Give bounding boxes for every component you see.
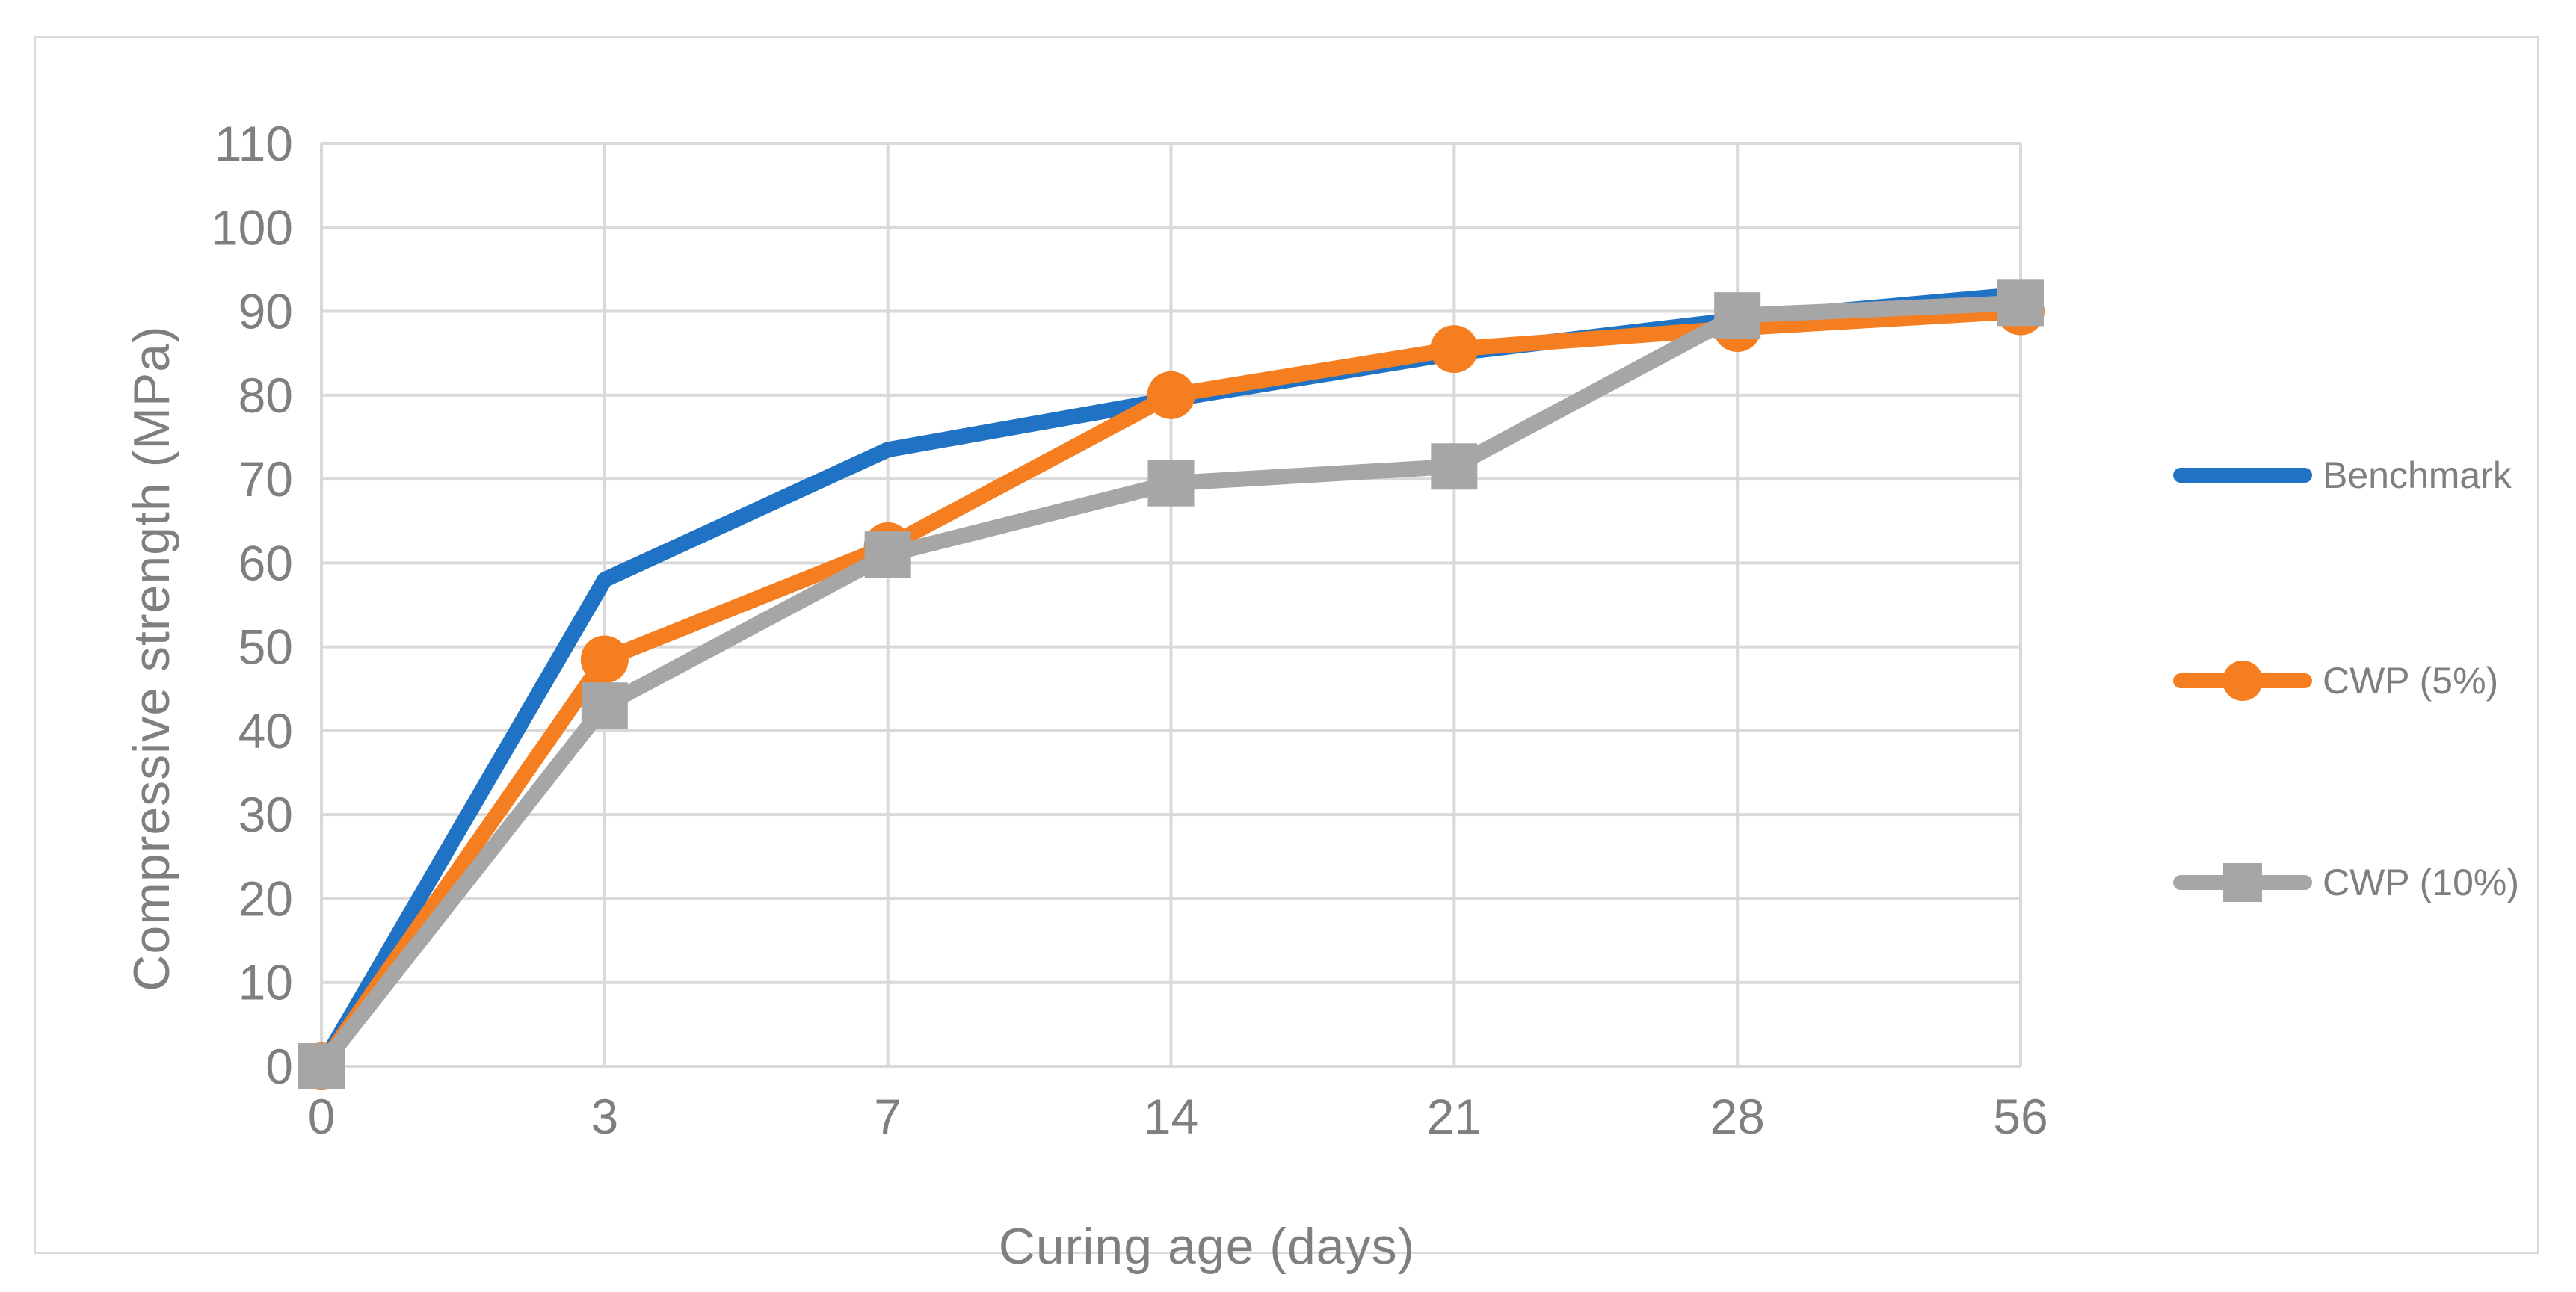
- y-tick-label: 110: [215, 116, 293, 171]
- square-marker-cwp-10: [1431, 443, 1478, 490]
- x-tick-label: 7: [874, 1089, 902, 1144]
- legend-label: CWP (5%): [2323, 660, 2499, 702]
- legend-label: CWP (10%): [2323, 862, 2520, 903]
- y-tick-label: 100: [211, 200, 293, 255]
- legend-item-cwp-10: CWP (10%): [2172, 853, 2519, 912]
- circle-marker-cwp-5: [1430, 325, 1479, 374]
- cwp-10-line-square-icon: [2172, 853, 2314, 912]
- square-marker-cwp-10: [298, 1043, 345, 1089]
- x-tick-label: 21: [1427, 1089, 1482, 1144]
- y-tick-label: 50: [238, 619, 293, 675]
- y-tick-label: 40: [238, 703, 293, 758]
- x-tick-label: 14: [1144, 1089, 1198, 1144]
- square-marker-cwp-10: [1147, 460, 1195, 507]
- square-marker-cwp-10: [1714, 292, 1761, 339]
- y-tick-label: 10: [238, 955, 293, 1010]
- x-axis-title: Curing age (days): [998, 1218, 1416, 1275]
- y-tick-label: 80: [238, 368, 293, 423]
- legend-label: Benchmark: [2323, 454, 2512, 496]
- x-tick-label: 0: [308, 1089, 336, 1144]
- y-tick-label: 60: [238, 535, 293, 590]
- benchmark-line-icon: [2172, 445, 2314, 505]
- x-tick-label: 56: [1993, 1089, 2047, 1144]
- x-tick-label: 3: [591, 1089, 618, 1144]
- y-tick-label: 20: [238, 871, 293, 926]
- y-tick-label: 0: [265, 1039, 293, 1094]
- circle-marker-cwp-5: [1147, 371, 1195, 419]
- legend-item-benchmark: Benchmark: [2172, 445, 2512, 505]
- square-marker-cwp-10: [581, 682, 628, 729]
- square-marker-cwp-10: [1997, 279, 2044, 327]
- chart-card: Curing age (days) Compressive strength (…: [34, 36, 2539, 1275]
- square-marker-cwp-10: [864, 531, 911, 578]
- legend-item-cwp-5: CWP (5%): [2172, 651, 2498, 711]
- x-tick-label: 28: [1710, 1089, 1764, 1144]
- y-tick-label: 30: [238, 787, 293, 842]
- cwp-5-line-circle-icon: [2172, 651, 2314, 711]
- y-tick-label: 90: [238, 284, 293, 339]
- circle-marker-cwp-5: [580, 635, 629, 684]
- y-tick-label: 70: [238, 451, 293, 507]
